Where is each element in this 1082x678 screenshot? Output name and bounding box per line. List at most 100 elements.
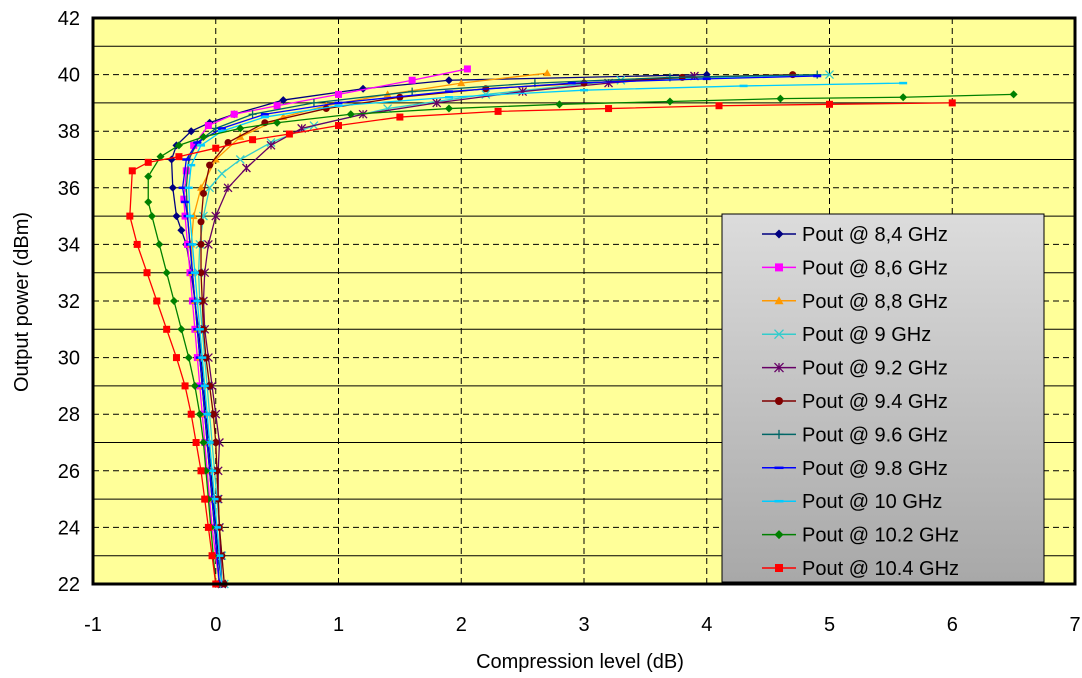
y-axis-title: Output power (dBm) — [11, 212, 33, 392]
data-point — [201, 495, 209, 503]
legend-label: Pout @ 10 GHz — [802, 491, 942, 513]
x-axis-title: Compression level (dB) — [476, 651, 684, 673]
data-point — [177, 226, 186, 235]
data-point — [162, 268, 171, 277]
data-point — [230, 110, 238, 118]
legend-entry: Pout @ 9.8 GHz — [762, 458, 948, 480]
data-point — [190, 141, 198, 149]
data-point — [457, 79, 466, 87]
legend-entry: Pout @ 9 GHz — [762, 324, 931, 346]
data-point — [204, 523, 212, 531]
data-point — [133, 240, 141, 248]
y-tick-label: 32 — [58, 291, 80, 313]
y-tick-label: 42 — [58, 8, 80, 30]
x-tick-label: 7 — [1069, 614, 1080, 636]
data-point — [212, 144, 220, 152]
data-point — [126, 212, 134, 220]
data-point — [203, 239, 213, 249]
data-point — [774, 429, 784, 439]
data-point — [279, 96, 288, 105]
data-point — [776, 94, 785, 103]
legend-entry: Pout @ 8,4 GHz — [762, 224, 948, 246]
data-point — [184, 353, 193, 362]
data-point — [209, 410, 217, 418]
data-point — [775, 263, 783, 272]
data-point — [444, 104, 453, 113]
data-point — [147, 212, 156, 221]
data-point — [170, 297, 179, 305]
data-point — [197, 269, 205, 277]
series-line — [147, 93, 1014, 585]
data-point — [206, 161, 214, 169]
data-point — [463, 65, 471, 73]
legend-entry: Pout @ 9.4 GHz — [762, 391, 948, 413]
data-point — [190, 381, 199, 390]
x-tick-labels: -1 0 1 2 3 4 5 6 7 — [84, 614, 1080, 636]
data-point — [605, 105, 613, 113]
data-point — [144, 158, 152, 166]
data-point — [408, 87, 417, 96]
data-point — [199, 189, 207, 197]
y-tick-label: 22 — [58, 574, 80, 596]
data-point — [1009, 90, 1018, 99]
data-point — [197, 467, 205, 475]
x-tick-label: 0 — [210, 614, 221, 636]
data-point — [224, 139, 232, 147]
data-point — [208, 552, 216, 560]
data-point — [309, 98, 318, 107]
data-point — [198, 297, 206, 305]
legend-entry: Pout @ 8,6 GHz — [762, 257, 948, 279]
data-point — [213, 467, 221, 475]
data-point — [199, 438, 208, 447]
data-point — [182, 167, 190, 175]
y-tick-label: 34 — [58, 234, 80, 256]
data-point — [197, 218, 205, 226]
data-point — [211, 211, 221, 221]
data-point — [899, 93, 908, 102]
x-tick-label: 3 — [578, 614, 589, 636]
y-tick-labels: 22 24 26 28 30 32 34 36 38 40 42 — [58, 8, 80, 596]
data-point — [432, 98, 442, 108]
data-point — [168, 183, 177, 192]
data-point — [199, 132, 208, 141]
legend: Pout @ 8,4 GHz Pout @ 8,6 GHz Pout @ 8,8 G… — [721, 213, 1045, 583]
data-point — [249, 136, 257, 144]
legend-entry: Pout @ 10.4 GHz — [762, 558, 959, 580]
data-point — [174, 141, 183, 150]
legend-label: Pout @ 9.4 GHz — [802, 391, 948, 413]
legend-label: Pout @ 9.6 GHz — [802, 424, 948, 446]
data-point — [774, 329, 784, 340]
data-point — [175, 153, 183, 161]
data-point — [518, 87, 528, 97]
data-point — [143, 269, 151, 277]
data-point — [153, 297, 161, 305]
series-line — [200, 73, 793, 585]
x-tick-label: 4 — [701, 614, 712, 636]
legend-label: Pout @ 8,4 GHz — [802, 224, 948, 246]
data-point — [187, 127, 196, 136]
data-point — [180, 195, 188, 203]
data-point — [408, 76, 416, 84]
data-point — [172, 212, 181, 221]
data-point — [774, 296, 784, 305]
y-tick-label: 40 — [58, 65, 80, 87]
data-point — [144, 197, 153, 206]
data-point — [335, 122, 342, 130]
data-point — [223, 183, 233, 193]
data-point — [177, 325, 186, 334]
data-point — [181, 382, 189, 390]
legend-label: Pout @ 8,8 GHz — [802, 291, 948, 313]
data-point — [204, 122, 212, 130]
data-point — [335, 90, 342, 98]
data-point — [155, 240, 164, 249]
data-point — [774, 530, 784, 540]
legend-entry: Pout @ 8,8 GHz — [762, 291, 948, 313]
data-point — [163, 325, 171, 333]
data-point — [273, 118, 282, 127]
data-point — [236, 124, 245, 133]
data-point — [715, 102, 723, 110]
data-point — [205, 183, 215, 193]
legend-box — [721, 213, 1045, 583]
y-tick-label: 24 — [58, 517, 80, 539]
